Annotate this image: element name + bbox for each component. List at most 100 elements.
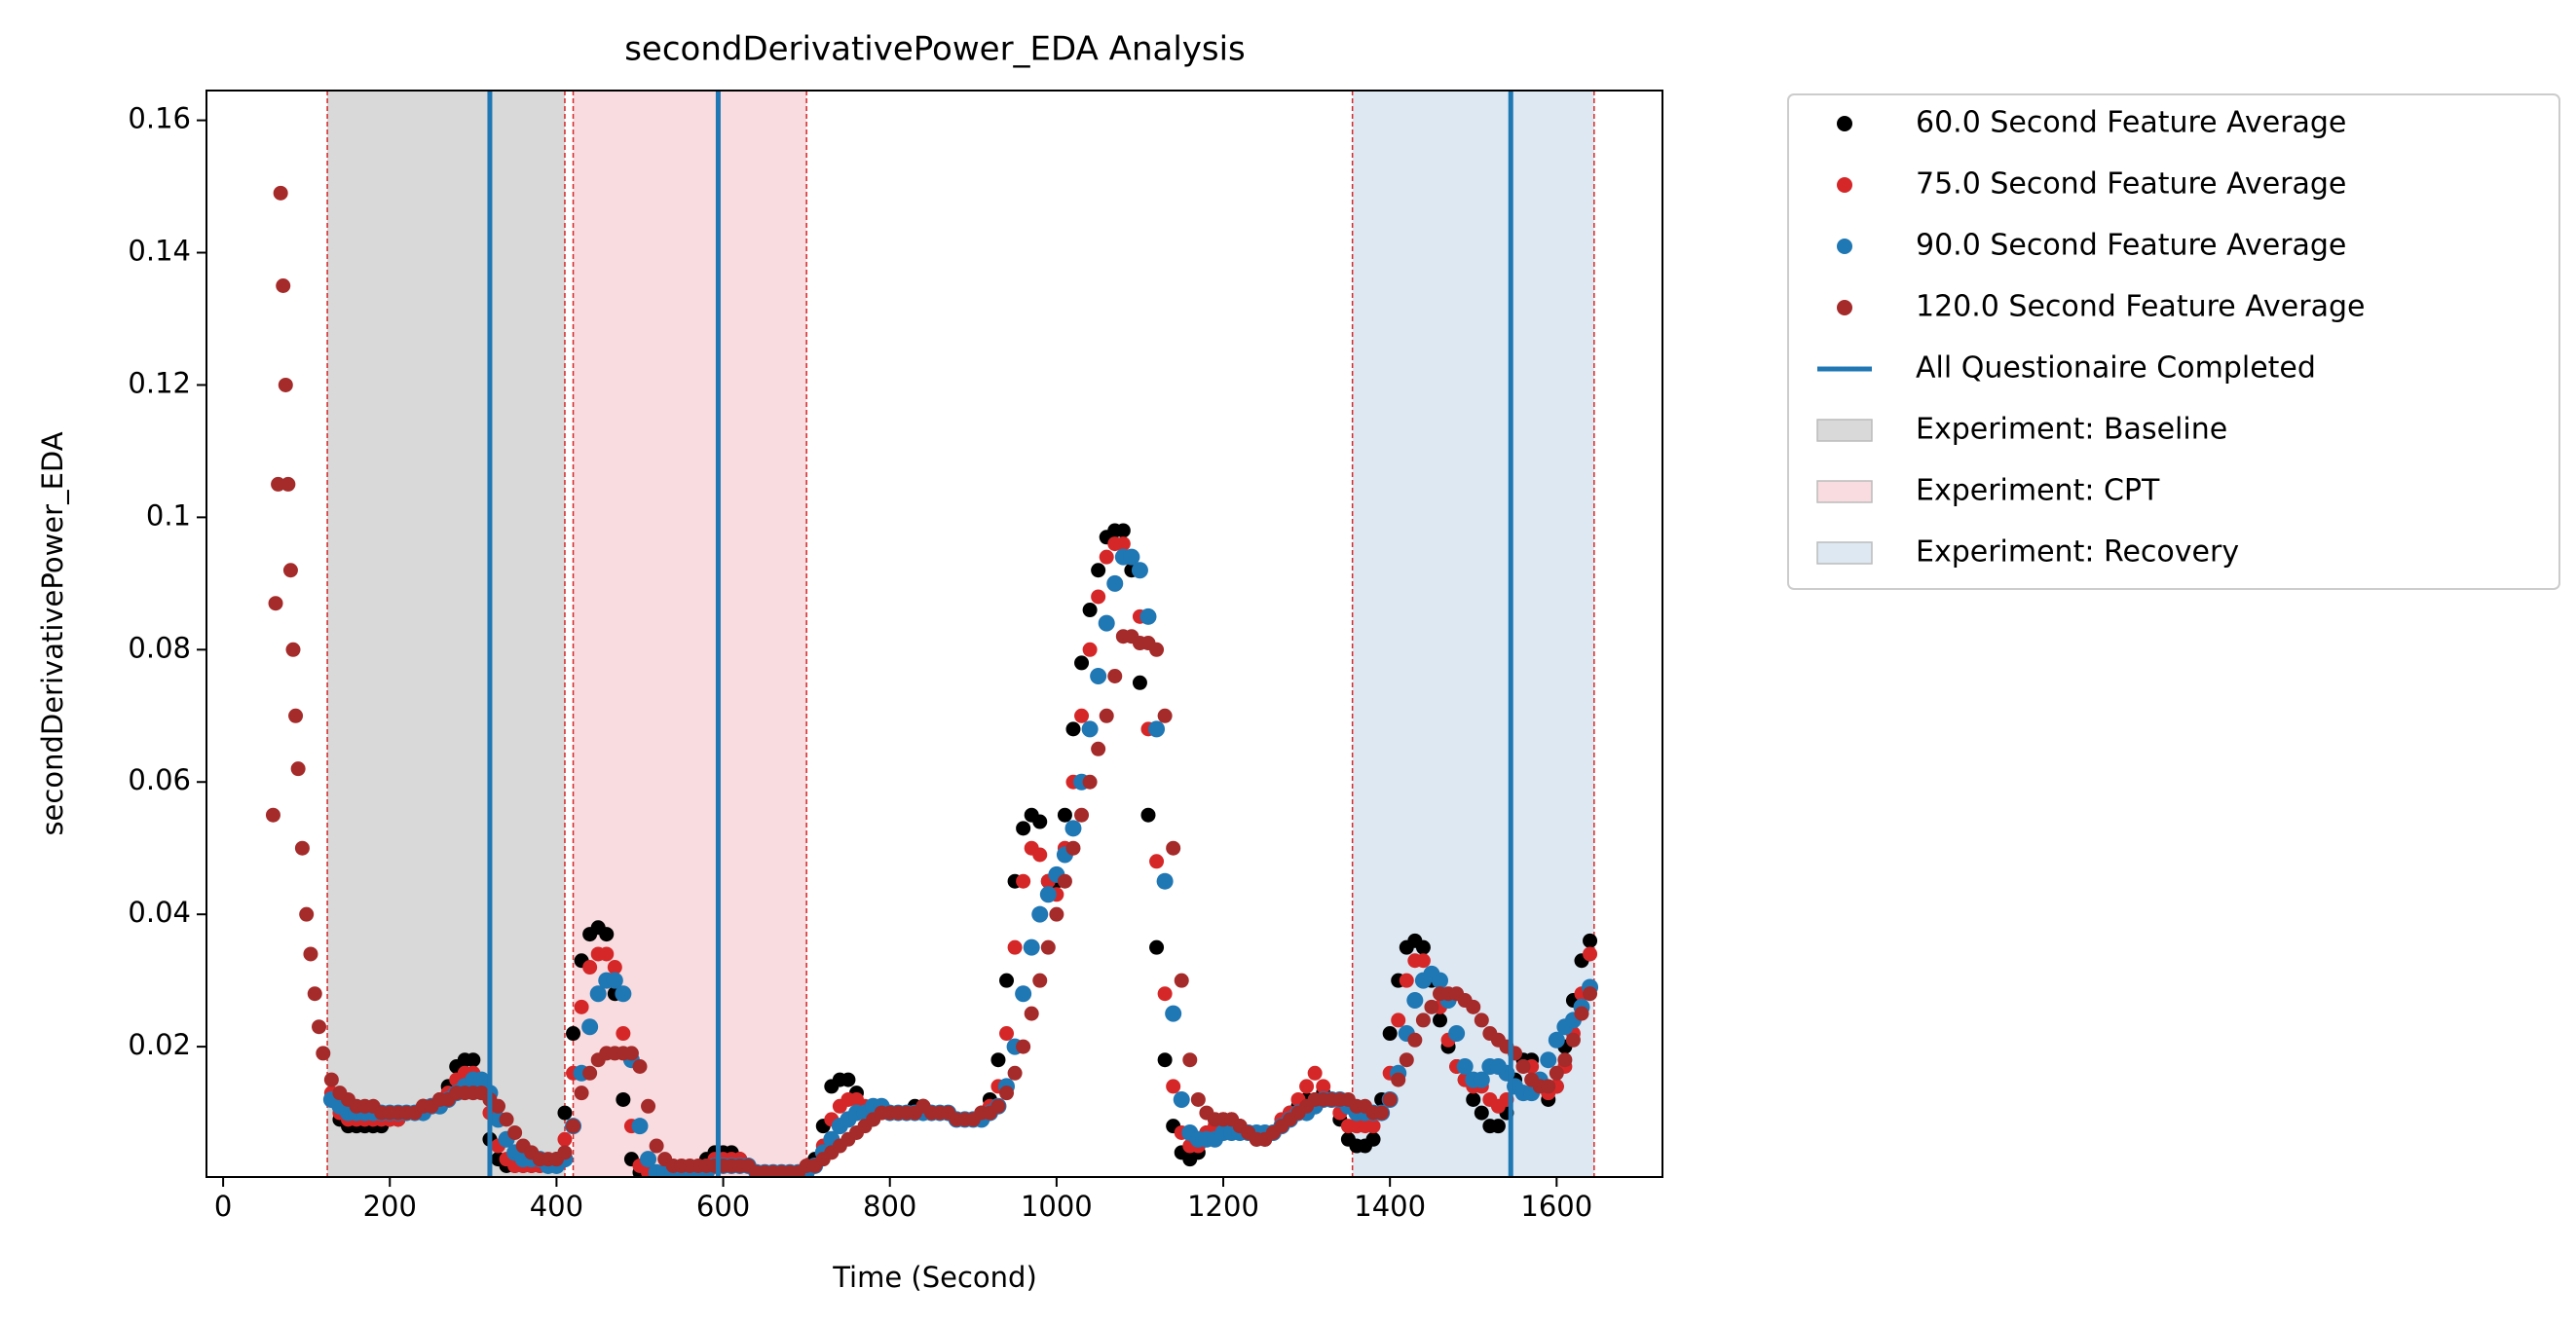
x-tick-label: 1000 — [1021, 1190, 1093, 1223]
plot-area — [265, 91, 1599, 1177]
data-point — [1574, 1006, 1589, 1021]
data-point — [268, 596, 283, 611]
data-point — [1190, 1091, 1206, 1107]
data-point — [1165, 1005, 1182, 1022]
legend-label: 75.0 Second Feature Average — [1916, 167, 2346, 202]
data-point — [557, 1105, 573, 1121]
y-tick-label: 0.12 — [128, 366, 191, 399]
data-point — [1406, 992, 1424, 1010]
data-point — [1091, 741, 1106, 756]
data-point — [582, 1065, 598, 1081]
legend-marker — [1837, 239, 1852, 254]
y-tick-label: 0.1 — [146, 498, 191, 532]
data-point — [1023, 939, 1040, 956]
x-tick-label: 1400 — [1354, 1190, 1426, 1223]
legend-label: Experiment: Recovery — [1916, 535, 2239, 570]
data-point — [999, 973, 1015, 988]
data-point — [1106, 574, 1124, 592]
data-point — [1174, 973, 1189, 988]
data-point — [466, 1052, 481, 1068]
data-point — [1157, 986, 1173, 1002]
data-point — [606, 972, 623, 989]
data-point — [1099, 708, 1114, 723]
y-tick-label: 0.04 — [128, 896, 191, 929]
data-point — [1557, 1052, 1573, 1068]
data-point — [1015, 985, 1032, 1003]
y-tick-label: 0.02 — [128, 1028, 191, 1061]
data-point — [1448, 1025, 1466, 1043]
x-tick-label: 1600 — [1520, 1190, 1592, 1223]
y-tick-label: 0.14 — [128, 235, 191, 268]
data-point — [1115, 536, 1131, 552]
data-point — [1415, 953, 1431, 969]
data-point — [1131, 562, 1148, 579]
data-point — [566, 1026, 581, 1042]
data-point — [273, 185, 288, 201]
data-point — [1473, 1071, 1490, 1088]
data-point — [1474, 1105, 1489, 1121]
data-point — [1182, 1052, 1198, 1068]
data-point — [1374, 1105, 1390, 1121]
data-point — [1082, 774, 1098, 790]
data-point — [1583, 986, 1598, 1002]
data-point — [631, 1118, 649, 1135]
data-point — [491, 1098, 506, 1114]
data-point — [1157, 1052, 1173, 1068]
data-point — [999, 1026, 1015, 1042]
data-point — [1549, 1065, 1564, 1081]
data-point — [1382, 1091, 1398, 1107]
data-point — [1399, 973, 1414, 988]
data-point — [1149, 854, 1165, 869]
data-point — [499, 1112, 514, 1127]
data-point — [1016, 1039, 1031, 1054]
data-point — [1466, 1091, 1481, 1107]
legend-marker — [1837, 116, 1852, 131]
data-point — [1040, 939, 1056, 955]
data-point — [999, 1086, 1015, 1101]
data-point — [1074, 807, 1090, 823]
legend-marker — [1837, 300, 1852, 315]
data-point — [1316, 1079, 1331, 1094]
data-point — [589, 985, 607, 1003]
data-point — [1016, 873, 1031, 889]
data-point — [1090, 667, 1107, 684]
data-point — [1149, 642, 1165, 657]
data-point — [1474, 1012, 1489, 1028]
data-point — [323, 1072, 339, 1087]
legend-marker — [1816, 541, 1873, 565]
data-point — [566, 1119, 581, 1134]
data-point — [1007, 939, 1023, 955]
data-point — [1166, 1079, 1181, 1094]
data-point — [299, 906, 315, 922]
data-point — [1415, 1012, 1431, 1028]
legend-label: Experiment: CPT — [1916, 474, 2160, 508]
y-tick-label: 0.06 — [128, 763, 191, 796]
data-point — [1065, 721, 1081, 737]
legend-label: All Questionaire Completed — [1916, 351, 2316, 386]
data-point — [1307, 1065, 1323, 1081]
span — [327, 91, 565, 1177]
data-point — [557, 1145, 573, 1160]
x-tick-label: 400 — [530, 1190, 583, 1223]
data-point — [1583, 946, 1598, 962]
x-tick-label: 1200 — [1187, 1190, 1259, 1223]
data-point — [990, 1098, 1006, 1114]
legend-marker — [1837, 177, 1852, 193]
data-point — [1548, 1031, 1565, 1049]
data-point — [1415, 939, 1431, 955]
data-point — [1432, 972, 1449, 989]
data-point — [1132, 675, 1147, 690]
data-point — [1456, 1057, 1474, 1075]
data-point — [1541, 1079, 1556, 1094]
data-point — [1115, 523, 1131, 538]
data-point — [557, 1131, 573, 1147]
data-point — [1064, 820, 1082, 837]
data-point — [1057, 873, 1072, 889]
x-tick-label: 0 — [214, 1190, 232, 1223]
span — [573, 91, 807, 1177]
x-tick-label: 600 — [696, 1190, 750, 1223]
data-point — [1157, 708, 1173, 723]
data-point — [641, 1098, 656, 1114]
data-point — [616, 1026, 631, 1042]
legend-marker — [1816, 480, 1873, 503]
